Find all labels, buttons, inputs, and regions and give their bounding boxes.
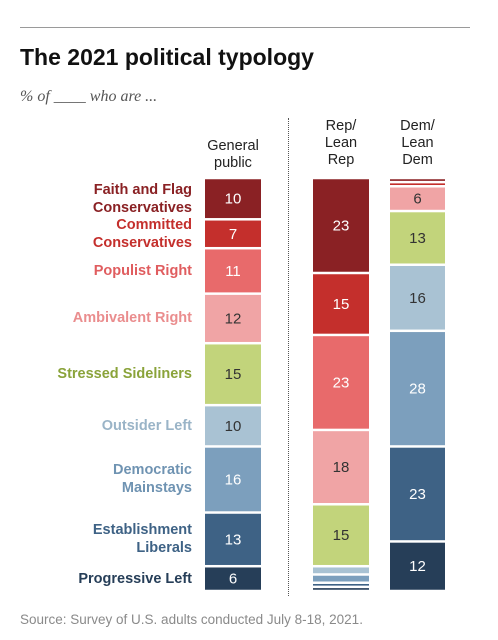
typology-label-line: Faith and Flag	[93, 181, 192, 198]
column-heading-line: Dem	[402, 152, 433, 168]
bar-segment	[313, 179, 369, 272]
typology-label-line: Establishment	[92, 522, 192, 539]
bar-value-label: 10	[225, 191, 242, 208]
bar-value-label: 11	[225, 263, 241, 280]
bar-segment	[313, 336, 369, 429]
typology-label: Committed Conservatives	[93, 216, 192, 252]
typology-label-line: Progressive Left	[78, 570, 192, 587]
typology-label: Progressive Left	[78, 570, 192, 588]
bar-value-label: 23	[333, 374, 350, 391]
bar-segment	[313, 505, 369, 565]
column-heading-line: public	[214, 155, 252, 171]
typology-label: Populist Right	[94, 262, 192, 280]
bar-value-label: 12	[225, 310, 242, 327]
bar-segment	[313, 583, 369, 586]
typology-label-line: Committed	[116, 216, 192, 233]
bar-segment	[313, 588, 369, 590]
bar-segment	[205, 567, 261, 590]
bar-value-label: 23	[333, 217, 350, 234]
source-note: Source: Survey of U.S. adults conducted …	[20, 612, 363, 627]
typology-label: Stressed Sideliners	[57, 365, 192, 383]
bar-value-label: 10	[225, 418, 242, 435]
typology-label-line: Mainstays	[121, 480, 192, 497]
chart-title: The 2021 political typology	[20, 44, 314, 70]
bar-segment	[390, 212, 445, 264]
bar-segment	[313, 575, 369, 582]
bar-segment	[313, 274, 369, 334]
typology-label: Outsider Left	[102, 417, 192, 435]
bar-value-label: 16	[225, 471, 242, 488]
typology-label: Establishment Liberals	[93, 521, 192, 557]
typology-label-line: Populist Right	[93, 262, 192, 279]
bar-value-label: 13	[409, 230, 426, 247]
typology-label-line: Democratic	[113, 462, 192, 479]
bar-value-label: 16	[409, 290, 426, 307]
bar-segment	[205, 179, 261, 219]
column-heading-line: Lean	[324, 135, 358, 151]
column-heading: General public	[195, 138, 271, 172]
typology-label-line: Ambivalent Right	[72, 310, 192, 327]
bar-value-label: 18	[333, 459, 350, 476]
typology-label-line: Stressed Sideliners	[57, 366, 192, 383]
column-heading: Rep/Lean Rep	[303, 118, 379, 169]
chart-subtitle: % of ____ who are ...	[20, 88, 158, 105]
bar-value-label: 6	[413, 191, 421, 208]
bar-segment	[205, 344, 261, 404]
typology-label-line: Outsider Left	[101, 417, 192, 434]
typology-label-line: Conservatives	[92, 199, 192, 216]
bar-segment	[205, 447, 261, 512]
bar-segment	[390, 542, 445, 590]
bar-value-label: 12	[409, 558, 426, 575]
bar-value-label: 23	[409, 486, 426, 503]
column-heading: Dem/Lean Dem	[380, 118, 455, 169]
typology-label-line: Liberals	[136, 540, 192, 557]
typology-label-line: Conservatives	[92, 234, 192, 251]
bar-segment	[313, 431, 369, 504]
bar-value-label: 15	[333, 527, 350, 544]
top-rule	[20, 27, 470, 28]
bar-segment	[313, 567, 369, 574]
column-divider	[288, 118, 289, 596]
bar-segment	[390, 183, 445, 186]
bar-value-label: 15	[225, 366, 242, 383]
bar-value-label: 7	[229, 226, 237, 243]
bar-segment	[205, 513, 261, 565]
bar-segment	[390, 179, 445, 181]
bar-segment	[390, 265, 445, 330]
column-heading-line: General	[207, 138, 259, 154]
typology-label: Ambivalent Right	[73, 309, 192, 327]
bar-segment	[205, 294, 261, 342]
bar-value-label: 28	[409, 381, 426, 398]
column-heading-line: Dem/	[400, 118, 435, 134]
typology-label: Democratic Mainstays	[113, 461, 192, 497]
typology-label: Faith and Flag Conservatives	[93, 181, 192, 217]
bar-segment	[205, 406, 261, 446]
bar-value-label: 15	[333, 296, 350, 313]
bar-segment	[390, 447, 445, 541]
bar-value-label: 6	[229, 571, 237, 588]
bar-segment	[390, 187, 445, 210]
bar-segment	[205, 249, 261, 293]
column-heading-line: Rep/	[325, 118, 357, 134]
column-heading-line: Rep	[327, 152, 355, 168]
bar-segment	[390, 332, 445, 446]
bar-value-label: 13	[225, 531, 242, 548]
bar-segment	[205, 220, 261, 247]
column-heading-line: Lean	[401, 135, 434, 151]
